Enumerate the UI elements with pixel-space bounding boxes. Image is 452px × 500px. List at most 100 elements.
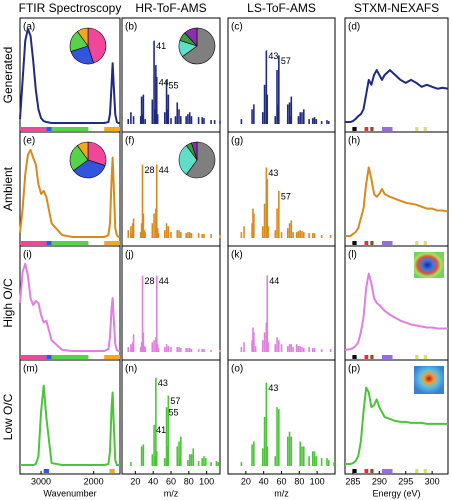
spectrum-line	[19, 262, 120, 353]
band	[381, 469, 393, 473]
peak-label: 57	[170, 396, 180, 406]
peak-label: 55	[169, 408, 179, 418]
band	[109, 469, 115, 473]
band	[370, 355, 374, 359]
peak-label: 57	[281, 191, 291, 201]
peak-label: 44	[159, 276, 169, 286]
x-axis-label: m/z	[274, 488, 289, 498]
x-tick-label: 100	[310, 476, 325, 486]
x-tick-label: 285	[345, 476, 360, 486]
band	[20, 241, 47, 245]
row-label: Low O/C	[1, 393, 15, 440]
band	[104, 127, 120, 131]
band	[370, 241, 374, 245]
x-tick-label: 290	[372, 476, 387, 486]
band	[104, 241, 120, 245]
panel-label: (j)	[125, 250, 134, 261]
band	[364, 355, 369, 359]
band	[381, 355, 393, 359]
panel-frame	[19, 359, 121, 475]
panel-label: (m)	[23, 364, 38, 375]
spectrum-line	[345, 69, 449, 124]
panel-label: (d)	[348, 22, 360, 33]
panel-label: (f)	[125, 136, 134, 147]
panel-frame	[344, 359, 449, 475]
x-tick-label: 60	[166, 476, 176, 486]
panel-frame	[227, 359, 336, 475]
pie-slice	[87, 141, 107, 166]
band	[46, 355, 52, 359]
peak-label: 28	[144, 165, 154, 175]
pie-slice	[87, 27, 107, 64]
band	[20, 127, 47, 131]
row-label: Generated	[1, 47, 15, 104]
x-tick-label: 60	[276, 476, 286, 486]
pie-slice	[77, 27, 89, 47]
peak-label: 28	[144, 276, 154, 286]
band	[415, 127, 419, 131]
panel-label: (e)	[23, 136, 35, 147]
column-title: LS-ToF-AMS	[247, 1, 316, 15]
band	[364, 241, 369, 245]
band	[423, 469, 427, 473]
peak-label: 43	[158, 378, 168, 388]
row-label: Ambient	[1, 166, 15, 211]
pie-slice	[73, 159, 106, 179]
peak-label: 43	[268, 51, 278, 61]
band	[352, 355, 357, 359]
panel-label: (o)	[231, 364, 243, 375]
column-title: HR-ToF-AMS	[135, 1, 206, 15]
pie-slice	[182, 27, 216, 65]
panel-frame	[227, 17, 336, 133]
band	[43, 469, 49, 473]
x-tick-label: 80	[184, 476, 194, 486]
band	[46, 127, 52, 131]
peak-label: 41	[156, 425, 166, 435]
panel-label: (c)	[231, 22, 243, 33]
band	[46, 241, 52, 245]
band	[381, 127, 393, 131]
panel-label: (l)	[348, 250, 357, 261]
panel-label: (i)	[23, 250, 32, 261]
band	[415, 469, 419, 473]
peak-label: 43	[268, 383, 278, 393]
peak-label: 43	[268, 168, 278, 178]
x-tick-label: 20	[130, 476, 140, 486]
peak-label: 41	[156, 41, 166, 51]
spectrum-line	[19, 148, 120, 239]
band	[51, 127, 89, 131]
x-tick-label: 3000	[31, 476, 51, 486]
inset-image	[414, 252, 444, 278]
pie-slice	[186, 141, 216, 179]
band	[352, 241, 357, 245]
spectrum-line	[345, 386, 448, 466]
x-axis-label: m/z	[164, 488, 179, 498]
band	[352, 469, 357, 473]
column-title: STXM-NEXAFS	[354, 1, 439, 15]
x-tick-label: 295	[398, 476, 413, 486]
spectrum-line	[20, 384, 120, 467]
peak-label: 44	[159, 165, 169, 175]
band	[51, 355, 89, 359]
column-title: FTIR Spectroscopy	[19, 1, 122, 15]
band	[364, 469, 369, 473]
band	[415, 355, 419, 359]
x-axis-label: Energy (eV)	[372, 488, 420, 498]
band	[381, 241, 393, 245]
row-label: High O/C	[1, 278, 15, 328]
band	[423, 241, 427, 245]
band	[370, 127, 374, 131]
x-tick-label: 40	[148, 476, 158, 486]
panel-label: (b)	[125, 22, 137, 33]
peak-label: 55	[169, 80, 179, 90]
spectrum-line	[19, 27, 120, 125]
panel-label: (p)	[348, 364, 360, 375]
peak-label: 44	[269, 276, 279, 286]
panel-frame	[121, 245, 221, 361]
panel-label: (n)	[125, 364, 137, 375]
inset-image	[414, 366, 444, 394]
band	[423, 127, 427, 131]
band	[104, 355, 120, 359]
